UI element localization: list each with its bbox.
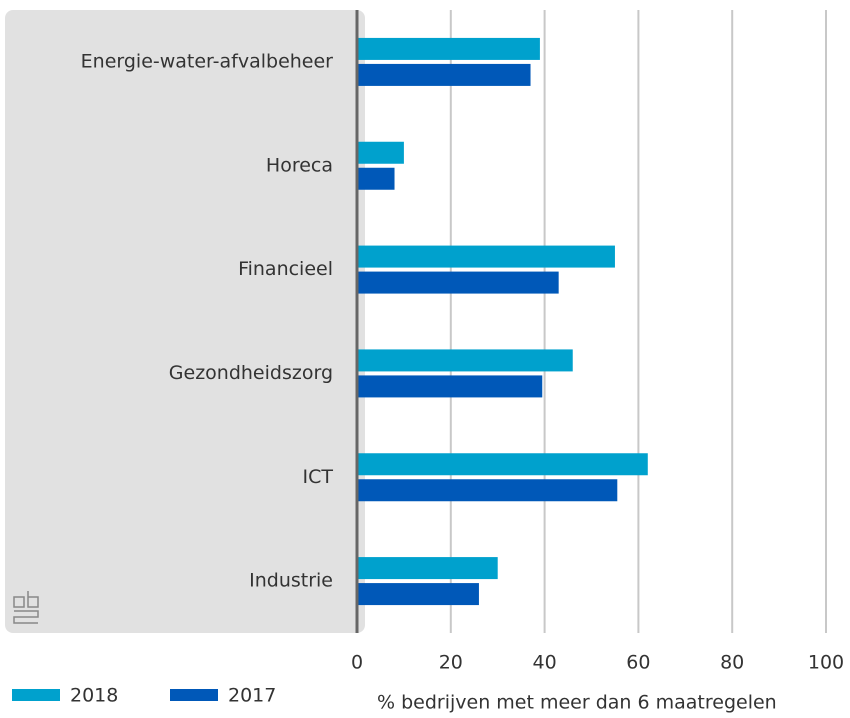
legend-label: 2018 <box>70 685 118 707</box>
category-label: ICT <box>303 466 334 488</box>
legend-swatch <box>12 689 60 701</box>
x-tick-label: 20 <box>439 652 463 674</box>
category-label: Industrie <box>249 570 333 592</box>
bar <box>357 557 498 580</box>
x-tick-label: 0 <box>351 652 363 674</box>
category-label: Energie-water-afvalbeheer <box>81 50 334 72</box>
x-tick-label: 40 <box>533 652 557 674</box>
legend-label: 2017 <box>228 685 276 707</box>
legend-swatch <box>170 689 218 701</box>
x-tick-label: 60 <box>626 652 650 674</box>
x-tick-label: 80 <box>720 652 744 674</box>
bar <box>357 349 573 372</box>
category-panel <box>5 10 365 633</box>
bar <box>357 583 479 606</box>
category-label: Gezondheidszorg <box>169 362 333 384</box>
bar <box>357 141 404 164</box>
bar <box>357 271 559 294</box>
bar <box>357 245 615 268</box>
category-label: Financieel <box>238 258 333 280</box>
category-label: Horeca <box>266 154 333 176</box>
logo <box>13 591 39 624</box>
bar <box>357 479 618 502</box>
bar <box>357 453 648 476</box>
x-tick-label: 100 <box>808 652 844 674</box>
bar <box>357 37 540 60</box>
x-axis-label: % bedrijven met meer dan 6 maatregelen <box>377 692 777 714</box>
bar <box>357 375 543 398</box>
bar <box>357 63 531 86</box>
bar <box>357 167 395 190</box>
